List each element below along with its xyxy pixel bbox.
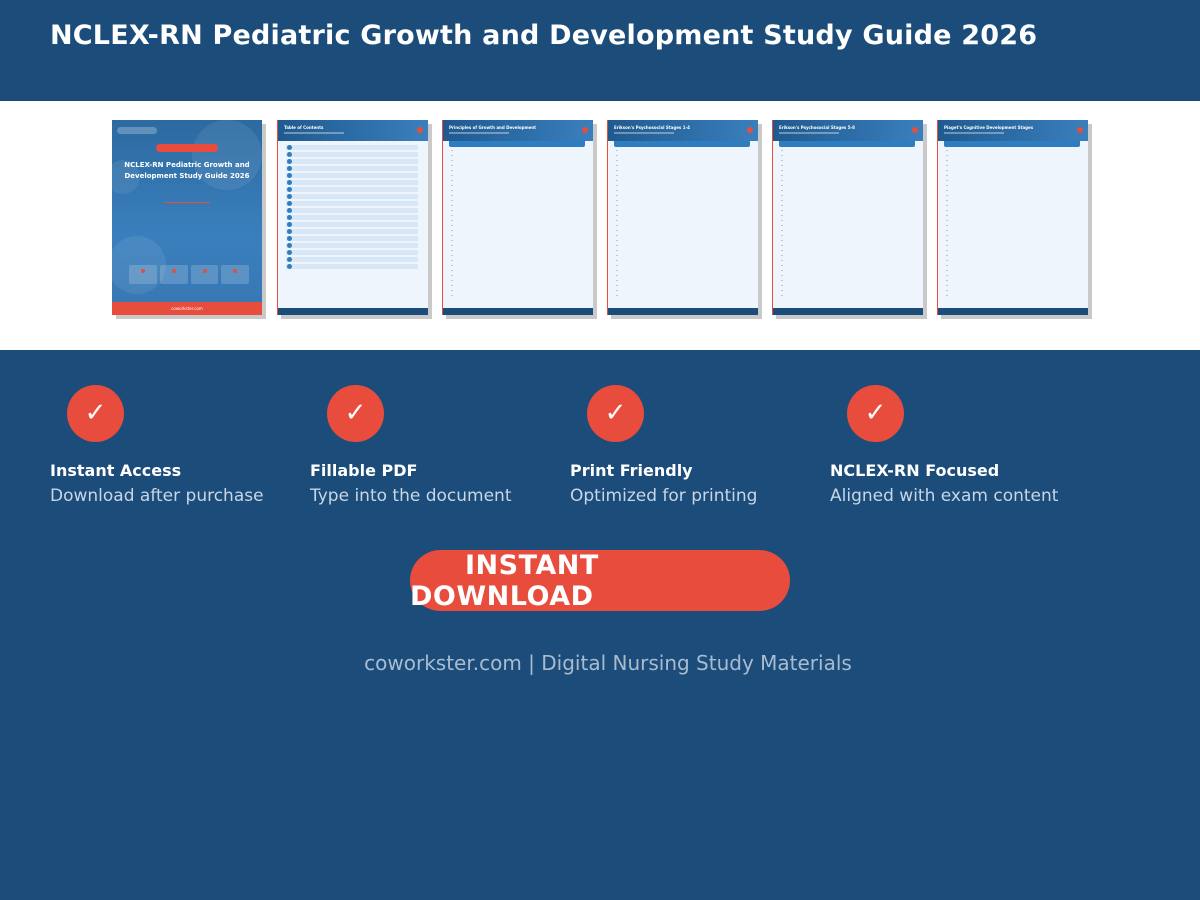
feature-title: NCLEX-RN Focused [830, 461, 1000, 480]
feature-nclex-focused: ✓ NCLEX-RN Focused Aligned with exam con… [830, 385, 1090, 506]
preview-strip: NCLEX-RN Pediatric Growth and Developmen… [0, 101, 1200, 350]
content-page-preview: Erikson's Psychosocial Stages 1-4 [607, 120, 758, 315]
check-icon: ✓ [327, 385, 384, 442]
content-page-preview: Principles of Growth and Development [442, 120, 593, 315]
page-badge-icon [582, 127, 588, 133]
cover-title: NCLEX-RN Pediatric Growth and Developmen… [124, 161, 250, 180]
feature-description: Aligned with exam content [830, 486, 1059, 506]
feature-instant-access: ✓ Instant Access Download after purchase [50, 385, 310, 506]
feature-print-friendly: ✓ Print Friendly Optimized for printing [570, 385, 830, 506]
page-badge-icon [912, 127, 918, 133]
page-preview-title: Erikson's Psychosocial Stages 5-8 [779, 125, 855, 130]
instant-download-button[interactable]: INSTANT DOWNLOAD [410, 550, 790, 612]
content-page-preview: Erikson's Psychosocial Stages 5-8 [772, 120, 923, 315]
content-page-preview: Piaget's Cognitive Development Stages [937, 120, 1088, 315]
page-title: NCLEX-RN Pediatric Growth and Developmen… [50, 20, 1038, 51]
page-preview-title: Piaget's Cognitive Development Stages [944, 125, 1034, 130]
cover-feature-tiles [129, 265, 249, 284]
feature-description: Download after purchase [50, 486, 264, 506]
cover-footer: coworkster.com [112, 302, 262, 315]
check-icon: ✓ [847, 385, 904, 442]
feature-description: Optimized for printing [570, 486, 758, 506]
check-icon: ✓ [587, 385, 644, 442]
brand-chip [117, 127, 157, 134]
page-badge-icon [1077, 127, 1083, 133]
header-banner: NCLEX-RN Pediatric Growth and Developmen… [0, 0, 1200, 101]
cover-divider [164, 202, 210, 203]
page-preview-title: Table of Contents [284, 125, 324, 130]
cover-page-preview: NCLEX-RN Pediatric Growth and Developmen… [112, 120, 262, 315]
site-footer-text: coworkster.com | Digital Nursing Study M… [364, 651, 852, 675]
feature-title: Instant Access [50, 461, 182, 480]
page-badge-icon [417, 127, 423, 133]
page-preview-title: Erikson's Psychosocial Stages 1-4 [614, 125, 690, 130]
exam-prep-pill [156, 144, 218, 152]
page-badge-icon [747, 127, 753, 133]
feature-fillable-pdf: ✓ Fillable PDF Type into the document [310, 385, 570, 506]
feature-description: Type into the document [310, 486, 512, 506]
check-icon: ✓ [67, 385, 124, 442]
page-preview-title: Principles of Growth and Development [449, 125, 537, 130]
toc-page-preview: Table of Contents [277, 120, 428, 315]
feature-title: Fillable PDF [310, 461, 418, 480]
feature-title: Print Friendly [570, 461, 693, 480]
